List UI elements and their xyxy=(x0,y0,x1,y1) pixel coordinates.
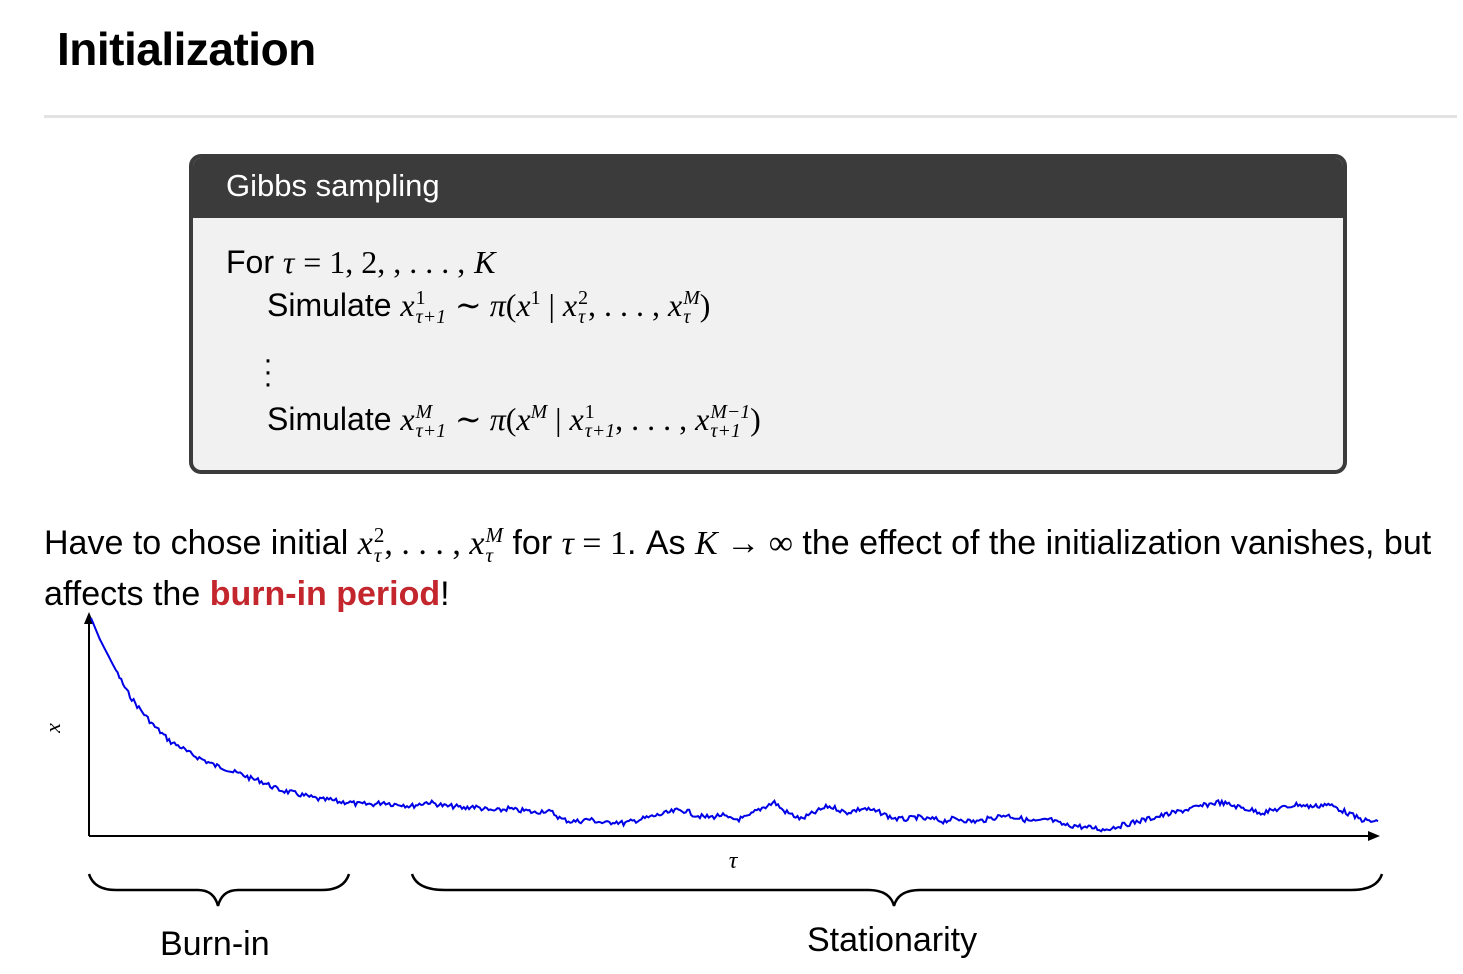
burn-in-label: Burn-in xyxy=(160,925,270,963)
body-text-3: . As xyxy=(626,524,686,562)
trace-plot: x τ xyxy=(40,612,1384,907)
title-divider xyxy=(44,115,1457,118)
body-text-5: ! xyxy=(440,575,450,613)
for-math: τ xyxy=(282,244,295,280)
algorithm-for-line: For τ = 1, 2, , . . . , K xyxy=(226,244,496,280)
y-axis-label: x xyxy=(40,723,65,734)
simulate-label-1: Simulate xyxy=(267,287,392,323)
slide-title: Initialization xyxy=(57,23,316,75)
trace-series-line xyxy=(90,617,1379,833)
x-axis-arrow xyxy=(1368,831,1380,841)
burn-in-brace xyxy=(87,873,351,907)
algorithm-box: Gibbs sampling For τ = 1, 2, , . . . , K… xyxy=(189,154,1347,474)
body-text-2: for xyxy=(512,524,553,562)
body-text-4: the effect of the initialization vanishe… xyxy=(44,524,1432,613)
burn-in-period-emphasis: burn-in period xyxy=(209,575,441,613)
simulate-label-2: Simulate xyxy=(267,401,392,437)
x-axis-label: τ xyxy=(729,848,739,874)
body-text-1: Have to chose initial xyxy=(44,524,349,562)
for-label: For xyxy=(226,244,274,280)
algorithm-box-header: Gibbs sampling xyxy=(193,158,1343,218)
stationarity-label: Stationarity xyxy=(807,921,978,959)
vertical-ellipsis: · · · xyxy=(263,343,273,400)
stationarity-brace xyxy=(410,873,1384,907)
